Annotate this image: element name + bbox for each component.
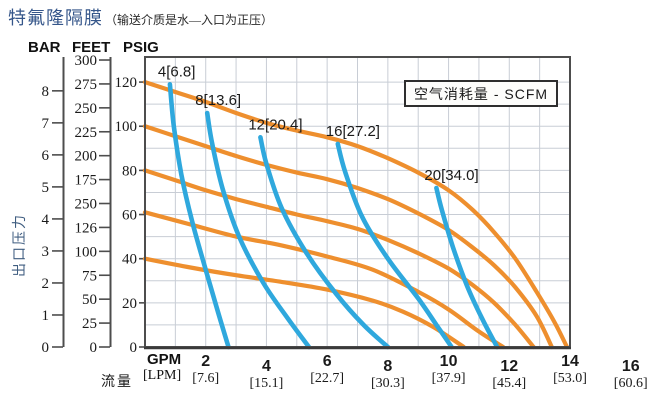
x-axis-flow-label: 流量 bbox=[101, 373, 133, 389]
psig-tick-label: 40 bbox=[122, 252, 137, 268]
gpm-tick-label: 16 bbox=[622, 358, 640, 375]
gpm-tick-label: 8 bbox=[383, 358, 392, 375]
performance-60psig-curve bbox=[142, 210, 506, 350]
psig-tick-label: 20 bbox=[122, 296, 137, 312]
air-12-scfm-label: 12[20.4] bbox=[248, 116, 302, 133]
y-unit-header-psig: PSIG bbox=[123, 39, 159, 56]
bar-tick-label: 4 bbox=[42, 212, 50, 228]
x-unit-gpm: GPM bbox=[147, 351, 182, 368]
air-16-scfm-label: 16[27.2] bbox=[326, 123, 380, 140]
feet-tick-label: 126 bbox=[75, 220, 98, 236]
bar-tick-label: 2 bbox=[42, 276, 50, 292]
psig-tick-label: 60 bbox=[122, 208, 137, 224]
air-12-scfm-curve bbox=[258, 135, 391, 350]
gpm-tick-label: 10 bbox=[440, 353, 458, 370]
psig-tick-label: 120 bbox=[115, 75, 138, 91]
bar-tick-label: 6 bbox=[42, 148, 50, 164]
performance-100psig-curve bbox=[142, 124, 554, 350]
legend-label: 空气消耗量 - SCFM bbox=[413, 85, 549, 102]
psig-tick-label: 0 bbox=[130, 340, 138, 356]
legend-box: 空气消耗量 - SCFM bbox=[404, 80, 558, 107]
psig-tick-label: 80 bbox=[122, 163, 137, 179]
gpm-tick-label: 4 bbox=[262, 358, 271, 375]
bar-tick-label: 7 bbox=[42, 116, 50, 132]
x-unit-lpm: [LPM] bbox=[143, 368, 182, 383]
gpm-tick-label: 6 bbox=[323, 353, 332, 370]
feet-tick-label: 200 bbox=[75, 149, 98, 165]
bar-tick-label: 1 bbox=[42, 308, 50, 324]
gpm-tick-label: 12 bbox=[500, 358, 518, 375]
page-title: 特氟隆隔膜 bbox=[8, 8, 103, 28]
bar-tick-label: 0 bbox=[42, 340, 50, 356]
lpm-tick-label: [7.6] bbox=[192, 371, 219, 386]
lpm-tick-label: [30.3] bbox=[371, 376, 405, 391]
bar-tick-label: 8 bbox=[42, 84, 50, 100]
psig-tick-label: 100 bbox=[115, 119, 138, 135]
feet-tick-label: 50 bbox=[82, 292, 97, 308]
chart-title-row: 特氟隆隔膜 （输送介质是水—入口为正压） bbox=[8, 4, 273, 30]
page-subtitle: （输送介质是水—入口为正压） bbox=[105, 13, 274, 27]
gpm-tick-label: 14 bbox=[561, 353, 579, 370]
lpm-tick-label: [60.6] bbox=[614, 376, 648, 391]
lpm-tick-label: [45.4] bbox=[492, 376, 526, 391]
bar-tick-label: 3 bbox=[42, 244, 50, 260]
feet-tick-label: 250 bbox=[75, 197, 98, 213]
feet-tick-label: 275 bbox=[75, 77, 98, 93]
feet-tick-label: 225 bbox=[75, 125, 98, 141]
feet-tick-label: 0 bbox=[90, 340, 98, 356]
lpm-tick-label: [37.9] bbox=[432, 371, 466, 386]
feet-tick-label: 25 bbox=[82, 316, 97, 332]
air-8-scfm-label: 8[13.6] bbox=[195, 92, 241, 109]
air-20-scfm-label: 20[34.0] bbox=[424, 167, 478, 184]
bar-tick-label: 5 bbox=[42, 180, 50, 196]
feet-tick-label: 100 bbox=[75, 244, 98, 260]
gpm-tick-label: 2 bbox=[201, 353, 210, 370]
feet-tick-label: 300 bbox=[75, 53, 98, 69]
feet-tick-label: 175 bbox=[75, 173, 98, 189]
air-4-scfm-curve bbox=[167, 82, 231, 350]
performance-120psig-curve bbox=[142, 80, 570, 350]
feet-tick-label: 250 bbox=[75, 101, 98, 117]
lpm-tick-label: [53.0] bbox=[553, 371, 587, 386]
y-unit-header-bar: BAR bbox=[28, 39, 61, 56]
performance-80psig-curve bbox=[142, 168, 536, 350]
air-16-scfm-curve bbox=[335, 141, 454, 350]
lpm-tick-label: [15.1] bbox=[250, 376, 284, 391]
feet-tick-label: 75 bbox=[82, 268, 97, 284]
air-4-scfm-label: 4[6.8] bbox=[158, 63, 196, 80]
air-8-scfm-curve bbox=[204, 110, 312, 350]
y-unit-header-feet: FEET bbox=[72, 39, 111, 56]
air-20-scfm-curve bbox=[434, 185, 500, 350]
lpm-tick-label: [22.7] bbox=[310, 371, 344, 386]
